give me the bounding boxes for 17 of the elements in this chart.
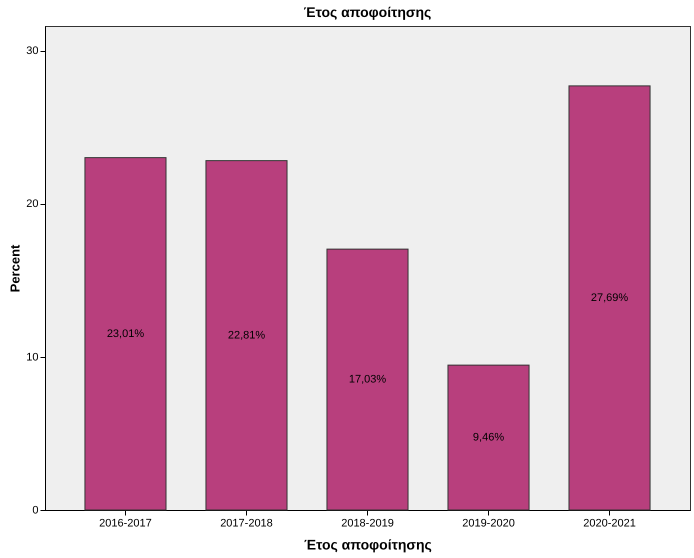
x-axis-title: Έτος αποφοίτησης <box>304 536 432 552</box>
data-label: 23,01% <box>106 328 144 340</box>
x-tick-label: 2020-2021 <box>583 518 636 530</box>
data-label: 27,69% <box>590 292 628 304</box>
y-tick-label: 10 <box>26 351 38 364</box>
x-tick-label: 2018-2019 <box>341 518 394 530</box>
data-label: 9,46% <box>472 432 504 444</box>
y-tick-label: 0 <box>32 504 38 516</box>
data-label: 17,03% <box>348 374 386 386</box>
x-tick-label: 2016-2017 <box>99 518 152 530</box>
y-tick-label: 20 <box>26 198 38 210</box>
y-axis-title: Percent <box>7 244 22 292</box>
data-label: 22,81% <box>228 329 266 342</box>
y-tick-label: 30 <box>26 45 38 58</box>
x-tick-label: 2019-2020 <box>462 518 515 530</box>
x-tick-label: 2017-2018 <box>220 518 273 530</box>
chart-title: Έτος αποφοίτησης <box>304 4 432 20</box>
